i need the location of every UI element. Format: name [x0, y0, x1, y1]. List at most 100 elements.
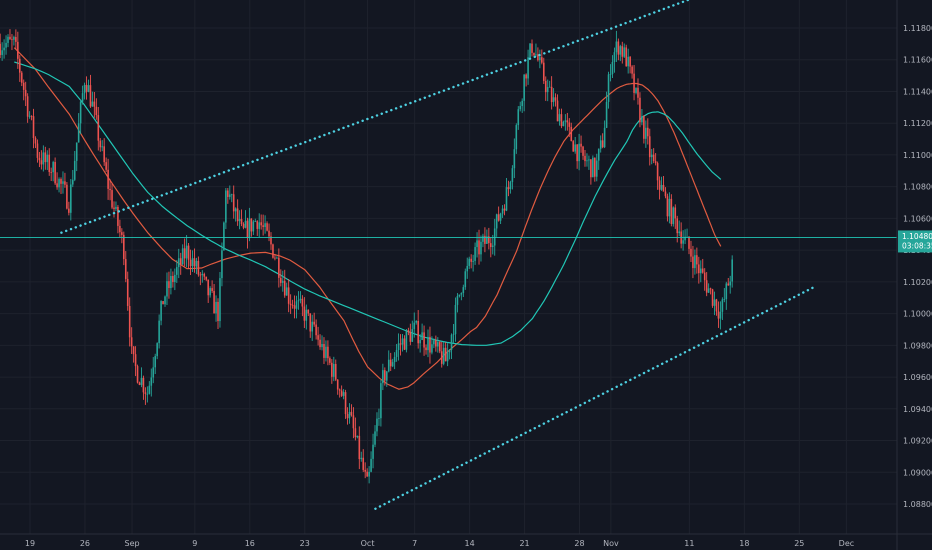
candle [395, 343, 398, 362]
candle [115, 201, 117, 212]
candle [648, 128, 651, 166]
candle [105, 157, 107, 172]
candle [205, 276, 208, 282]
candle [715, 298, 718, 316]
candle [594, 157, 596, 182]
candle [370, 451, 372, 473]
candle [44, 146, 47, 170]
candle [531, 39, 533, 57]
candle [256, 220, 259, 236]
time-axis[interactable]: 19 26 Sep 9 16 23 Oct 7 14 21 28 Nov 11 18 25 Dec [25, 539, 854, 548]
candle [623, 43, 626, 59]
candle [140, 367, 143, 388]
y-tick-label: 1.11200 [903, 119, 932, 128]
candle [301, 295, 304, 317]
candle [124, 251, 127, 283]
candle [348, 403, 351, 424]
candle [234, 207, 237, 222]
candle [399, 334, 402, 356]
candle [331, 359, 333, 384]
candle [126, 271, 129, 311]
candle [568, 118, 571, 137]
candle [89, 74, 92, 108]
candle [407, 327, 410, 336]
candle [643, 115, 645, 144]
candle [562, 120, 565, 127]
candle [595, 153, 598, 182]
candle [517, 106, 520, 130]
candle [352, 407, 355, 439]
candle [698, 256, 700, 284]
candle [621, 41, 624, 64]
candle [158, 314, 160, 349]
candle [437, 337, 439, 353]
candle [438, 340, 441, 354]
candle [350, 404, 353, 417]
candle [384, 367, 386, 386]
candle [327, 340, 329, 366]
trendlines [60, 0, 817, 510]
trendline-2[interactable] [374, 285, 817, 510]
candle [692, 245, 694, 279]
price-badge-box [898, 230, 932, 253]
y-tick-label: 1.09600 [903, 373, 932, 382]
candle [542, 57, 545, 84]
candle [368, 466, 370, 484]
x-tick-label: 21 [519, 539, 529, 548]
candle [246, 217, 249, 249]
candle [415, 320, 418, 325]
price-axis[interactable]: 1.11800 1.11600 1.11400 1.11200 1.11000 1.108… [903, 24, 932, 509]
trendline-1[interactable] [60, 0, 691, 234]
candle [511, 165, 514, 190]
candle [505, 178, 508, 212]
moving-average-line-2 [14, 61, 722, 346]
y-tick-label: 1.09000 [903, 468, 932, 477]
candle [64, 172, 66, 188]
candle [299, 291, 302, 304]
x-tick-label: 18 [739, 539, 749, 548]
candle [119, 219, 121, 238]
y-tick-label: 1.11000 [903, 151, 932, 160]
candle [50, 167, 52, 182]
candle [558, 108, 561, 126]
y-tick-label: 1.10600 [903, 214, 932, 223]
candle [403, 335, 406, 351]
candle [601, 133, 604, 149]
y-tick-label: 1.11400 [903, 87, 932, 96]
candle [617, 38, 620, 61]
candle [58, 177, 60, 193]
candle [688, 236, 690, 255]
candle [548, 80, 551, 88]
candle [34, 136, 37, 149]
candle [382, 363, 384, 391]
candle [635, 87, 637, 95]
candle [91, 91, 94, 107]
candle [311, 314, 314, 341]
candle [513, 138, 516, 179]
candle [121, 228, 123, 244]
x-tick-label: 11 [684, 539, 694, 548]
candle [185, 235, 188, 268]
candle [170, 268, 172, 295]
candle [421, 323, 423, 341]
candle [678, 220, 680, 237]
candle [676, 215, 679, 243]
candle [448, 349, 451, 360]
x-tick-label: Oct [361, 539, 375, 548]
x-tick-label: Nov [603, 539, 619, 548]
candle [696, 247, 698, 274]
candle [444, 342, 447, 362]
candle [79, 99, 82, 135]
candle [334, 359, 337, 382]
candle [385, 370, 388, 387]
candle [527, 49, 529, 85]
candle [346, 407, 349, 425]
candle [431, 336, 433, 355]
candle [177, 248, 180, 279]
candle [729, 275, 732, 294]
candle [713, 291, 716, 316]
candle [36, 139, 39, 163]
candle [293, 295, 296, 319]
candle [699, 260, 702, 283]
